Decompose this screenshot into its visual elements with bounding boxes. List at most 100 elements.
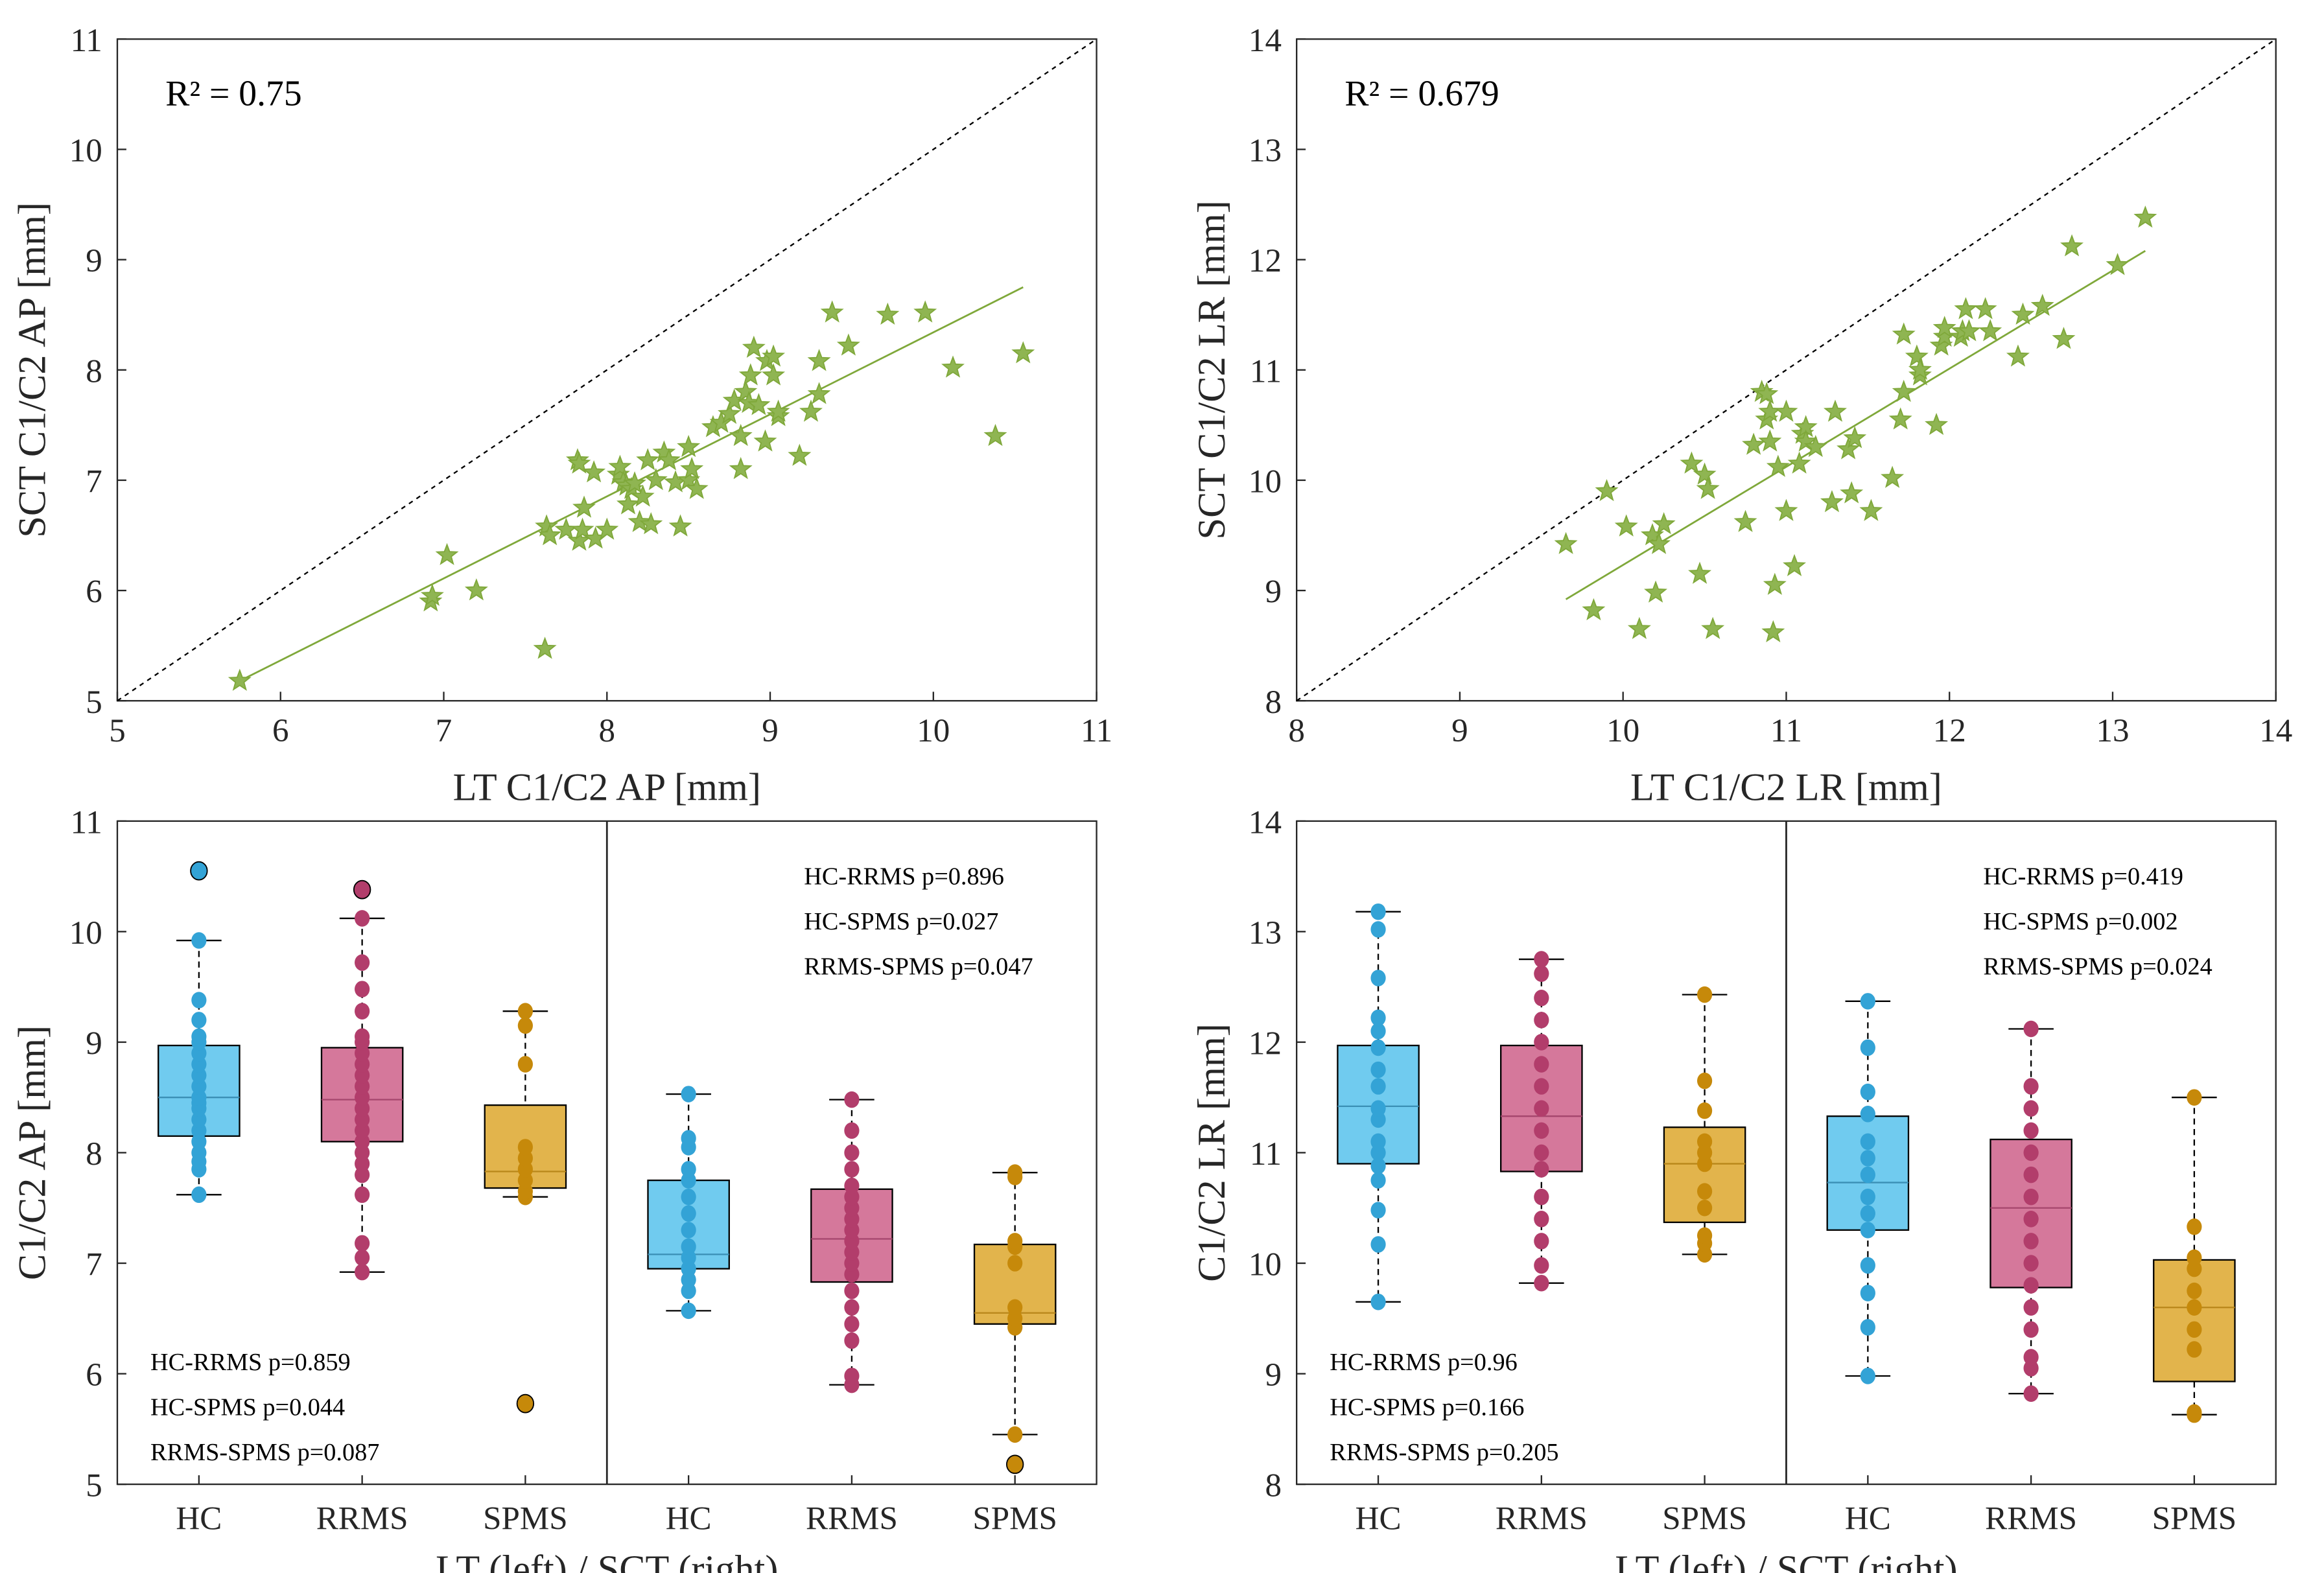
data-point-star [1763,572,1787,595]
data-point-star [464,578,488,601]
data-point-star [2030,294,2054,316]
data-point-star [567,451,591,474]
data-point [1696,1133,1713,1150]
data-point-star [807,382,831,404]
data-point [1534,1233,1549,1250]
data-point-star [1701,616,1725,639]
y-tick-label: 8 [86,1136,102,1172]
data-point [1370,1100,1386,1117]
x-tick-label: RRMS [1496,1501,1588,1537]
data-point-star [1932,316,1956,338]
data-point-star [836,333,860,356]
data-point-star [554,517,578,540]
box-rrms [320,880,404,1281]
data-point-star [1652,512,1676,535]
data-point-star [657,448,681,471]
data-point [1007,1255,1023,1272]
y-tick-label: 10 [1249,464,1282,500]
y-tick-label: 6 [86,1357,102,1393]
data-point-star [1820,490,1844,513]
box-hc [647,1086,730,1320]
data-point-star [1908,357,1932,380]
box-hc [1826,993,1910,1384]
x-tick-label: HC [666,1501,712,1537]
data-point-star [2106,253,2130,275]
y-tick-label: 14 [1249,804,1282,841]
data-point-star [677,434,701,458]
data-point-star [1794,429,1818,452]
x-axis-label: LT (left) / SCT (right) [1615,1548,1957,1573]
data-point-star [1954,297,1978,320]
data-point [1860,1205,1875,1222]
data-point-star [1761,620,1785,643]
data-point [1860,1257,1875,1274]
data-point [1696,1199,1713,1217]
data-point-star [608,454,632,477]
p-value-lt: RRMS-SPMS p=0.087 [150,1439,379,1466]
data-point [1007,1299,1023,1316]
data-point-star [2011,302,2035,325]
data-point [1860,1039,1875,1056]
x-tick-label: SPMS [972,1501,1057,1537]
box-rrms [1500,951,1583,1292]
data-point [1696,1227,1713,1244]
data-point [844,1368,860,1384]
data-point [2023,1277,2039,1294]
x-axis-label: LT C1/C2 LR [mm] [1630,765,1942,809]
data-point [1860,1368,1875,1384]
data-point-star [1688,561,1711,584]
r-squared-annotation: R² = 0.75 [165,73,301,113]
box-hc [158,861,241,1204]
data-point [2187,1341,2202,1358]
data-point-star [644,468,668,491]
data-point-star [570,517,594,540]
data-point [2023,1166,2039,1183]
y-tick-label: 8 [1265,1468,1282,1504]
data-point-star [1957,319,1981,342]
data-point [191,1012,207,1029]
data-point [517,1003,533,1020]
data-point [517,1017,533,1034]
data-point [2187,1089,2202,1106]
data-point-star [1837,437,1860,460]
data-point [1370,1172,1386,1189]
data-point-star [1644,580,1668,603]
data-point [2023,1144,2039,1161]
y-tick-label: 5 [86,1468,102,1504]
scatter-panel-1: 8 9 10 11 12 13 14 SCT C1/C2 LR [mm] LT C1/C2 LR… [1190,23,2292,809]
data-point [1370,903,1386,920]
data-point-star [1774,399,1798,422]
data-point [844,1299,860,1316]
data-point-star [1693,462,1717,485]
box-rrms [1989,1020,2072,1403]
y-tick-label: 13 [1249,915,1282,951]
x-tick-label: 9 [762,713,779,749]
data-point-star [729,423,753,447]
data-point-star [1803,434,1827,458]
data-point [1696,1183,1713,1200]
data-point [1860,1133,1875,1150]
data-point [844,1122,860,1139]
data-point [2023,1100,2039,1117]
data-point-star [1755,382,1779,404]
data-point [681,1205,696,1222]
data-point [355,954,370,971]
x-tick-label: SPMS [2152,1501,2237,1537]
data-point [844,1177,860,1194]
y-tick-label: 12 [1249,243,1282,279]
data-point [355,1263,370,1281]
x-tick-label: 8 [599,713,616,749]
data-point [844,1091,860,1108]
data-point [1860,1166,1875,1183]
data-point-star [636,448,660,471]
p-value-lt: HC-RRMS p=0.96 [1330,1349,1518,1376]
data-point [191,932,207,949]
data-point [1370,1009,1386,1027]
data-point [1370,921,1386,938]
data-point-star [738,363,762,386]
x-tick-label: HC [1845,1501,1891,1537]
y-tick-label: 7 [86,1247,102,1283]
data-point [2187,1218,2202,1235]
data-point-star [2060,234,2084,257]
data-point [1370,1078,1386,1095]
